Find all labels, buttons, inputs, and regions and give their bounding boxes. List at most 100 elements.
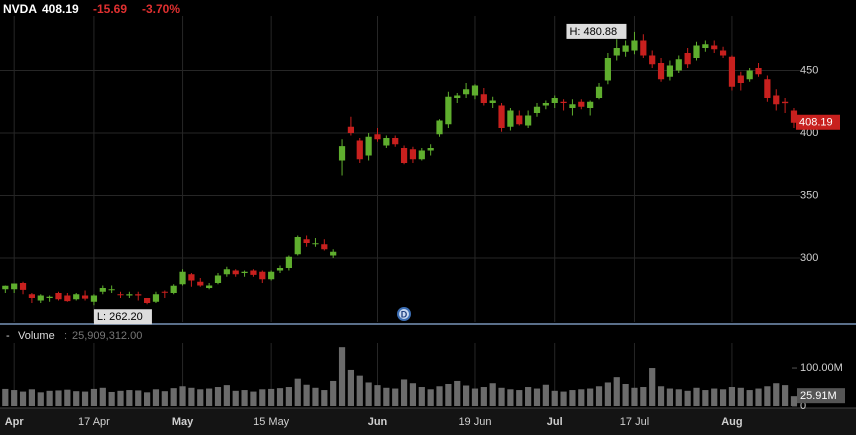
candle-body — [702, 44, 709, 48]
candle-body — [719, 50, 727, 56]
candle-body — [241, 271, 248, 273]
candle-body — [471, 85, 479, 96]
volume-bar — [188, 387, 195, 406]
volume-bar — [117, 390, 124, 406]
volume-bar — [276, 388, 284, 406]
volume-bar — [711, 388, 718, 406]
volume-bar — [19, 391, 27, 406]
volume-bar — [649, 368, 656, 406]
candle-body — [392, 138, 399, 145]
candle-body — [498, 105, 505, 128]
candle-body — [773, 95, 780, 105]
volume-bar — [409, 383, 417, 406]
candle-body — [649, 55, 656, 65]
y-tick-label: 450 — [800, 64, 818, 76]
candle-body — [117, 294, 124, 296]
volume-bar — [81, 391, 89, 406]
volume-bar — [702, 390, 709, 406]
high-label-box — [566, 23, 627, 39]
volume-bar — [569, 390, 576, 406]
candle-body — [507, 110, 514, 127]
low-label-box — [93, 309, 152, 325]
volume-bar — [445, 383, 452, 406]
candle-body — [587, 101, 594, 108]
candle-body — [81, 295, 89, 299]
candle-body — [197, 281, 204, 286]
candle-body — [463, 89, 470, 95]
candle-body — [640, 40, 647, 56]
candle-body — [365, 136, 372, 156]
candle-body — [250, 270, 257, 275]
volume-bar — [525, 387, 532, 406]
candle-body — [356, 140, 363, 160]
candle-body — [232, 270, 239, 275]
y-tick-label: 400 — [800, 127, 818, 139]
candle-body — [595, 86, 603, 98]
volume-bar — [250, 391, 257, 406]
candle-body — [259, 271, 266, 280]
volume-bar — [99, 387, 106, 406]
volume-bar — [241, 390, 248, 406]
candle-body — [303, 239, 310, 243]
candle-body — [126, 294, 133, 296]
high-label: H: 480.88 — [569, 26, 617, 38]
volume-bar — [330, 380, 337, 406]
volume-bar — [285, 387, 292, 406]
candle-body — [657, 63, 665, 80]
volume-bar — [294, 378, 301, 406]
volume-bar — [480, 387, 487, 406]
candle-body — [693, 45, 700, 58]
candle-body — [383, 138, 390, 146]
last-price-box — [796, 114, 840, 130]
volume-bar — [427, 389, 434, 406]
volume-bar — [259, 389, 266, 406]
volume-bar — [578, 389, 585, 406]
candle-body — [321, 244, 328, 250]
y-tick-label: 300 — [800, 252, 818, 264]
volume-bar — [604, 382, 611, 406]
candle-body — [728, 56, 736, 87]
volume-bar — [214, 387, 222, 406]
volume-bar — [613, 377, 620, 406]
volume-tick-label: 0 — [800, 400, 806, 412]
change: -15.69 — [93, 2, 127, 16]
volume-bar — [790, 396, 798, 406]
volume-bar — [746, 390, 753, 406]
x-axis-band — [0, 408, 856, 435]
change-pct: -3.70% — [142, 2, 180, 16]
candle-body — [666, 65, 674, 77]
volume-bar — [268, 388, 275, 406]
candle-body — [613, 48, 620, 56]
volume-bar — [64, 389, 71, 406]
candle-body — [347, 126, 355, 133]
volume-bar — [232, 390, 239, 406]
candle-body — [223, 269, 230, 275]
volume-bar — [223, 385, 230, 406]
volume-bar — [666, 388, 674, 406]
volume-bar — [560, 391, 567, 406]
candle-body — [28, 294, 36, 298]
volume-bar — [143, 392, 151, 406]
candle-body — [206, 285, 213, 288]
x-tick-label: May — [172, 416, 194, 428]
candle-body — [790, 110, 798, 123]
volume-bar — [719, 389, 727, 406]
volume-bar — [693, 387, 700, 406]
volume-bar — [782, 385, 789, 406]
volume-bar — [383, 387, 390, 406]
volume-bar — [11, 390, 18, 406]
volume-current: 25,909,312.00 — [72, 330, 142, 342]
candle-body — [152, 294, 160, 302]
volume-bar — [126, 390, 133, 406]
candle-body — [294, 237, 301, 255]
candle-body — [55, 293, 62, 300]
volume-bar — [675, 389, 682, 406]
volume-bar — [73, 391, 80, 406]
volume-current-axis-label: 25.91M — [800, 390, 837, 402]
volume-bar — [152, 389, 160, 406]
candle-body — [578, 101, 585, 107]
volume-bar — [436, 386, 443, 406]
volume-bar — [46, 390, 53, 406]
